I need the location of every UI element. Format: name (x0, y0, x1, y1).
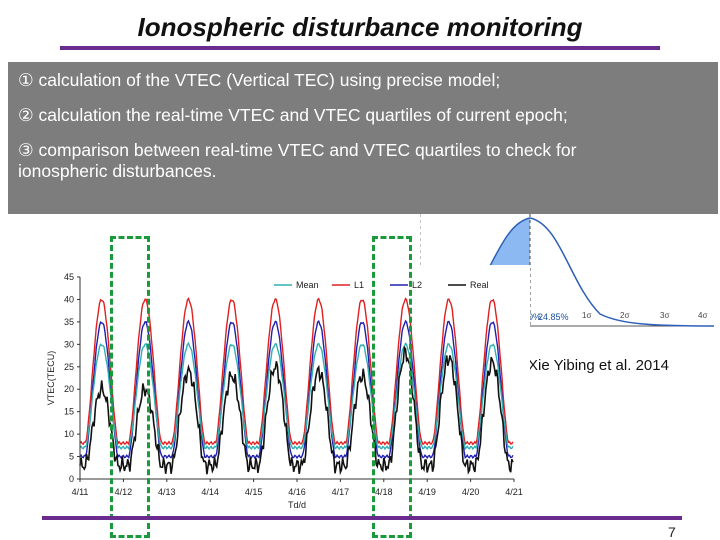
y-tick-label: 10 (64, 429, 74, 439)
y-tick-label: 45 (64, 272, 74, 282)
x-tick-label: 4/21 (505, 487, 523, 497)
vtec-chart: 0 5 10 15 20 25 30 35 40 45 4/11 4/12 4/13 4/14 4/15 4/… (44, 265, 530, 513)
sigma-label-2: 2σ (620, 311, 629, 320)
x-axis-label: Td/d (288, 500, 306, 510)
y-tick-label: 20 (64, 384, 74, 394)
series-line-l2 (79, 319, 514, 460)
x-tick-label: 4/14 (201, 487, 219, 497)
sigma-label-1: 1σ (582, 311, 591, 320)
y-tick-label: 5 (69, 452, 74, 462)
steps-callout: ① calculation of the VTEC (Vertical TEC)… (8, 62, 718, 214)
legend-label-mean: Mean (296, 280, 319, 290)
step-1-text: ① calculation of the VTEC (Vertical TEC)… (18, 70, 501, 90)
y-tick-label: 25 (64, 362, 74, 372)
x-tick-label: 4/19 (418, 487, 436, 497)
figure-credit: Xie Yibing et al. 2014 (528, 357, 669, 374)
x-tick-label: 4/20 (462, 487, 480, 497)
sigma-label-4: 4σ (698, 311, 707, 320)
x-tick-label: 4/11 (72, 487, 89, 497)
series-line-mean (79, 341, 514, 451)
series-line-real (79, 345, 514, 476)
y-tick-label: 15 (64, 407, 74, 417)
normal-percent-1: 24.85% (538, 312, 569, 322)
x-tick-label: 4/18 (375, 487, 393, 497)
x-tick-label: 4/15 (245, 487, 263, 497)
x-tick-label: 4/12 (115, 487, 133, 497)
x-tick-label: 4/16 (288, 487, 306, 497)
slide-title: Ionospheric disturbance monitoring (137, 12, 583, 42)
y-tick-label: 30 (64, 339, 74, 349)
y-axis-label: VTEC(TECU) (46, 351, 56, 406)
highlight-box-left (110, 236, 150, 538)
legend-label-l2: L2 (412, 280, 422, 290)
legend-label-l1: L1 (354, 280, 364, 290)
title-rule (60, 46, 660, 50)
x-tick-label: 4/13 (158, 487, 176, 497)
x-tick-label: 4/17 (332, 487, 350, 497)
bottom-rule (42, 516, 682, 520)
legend-label-real: Real (470, 280, 489, 290)
step-3-text: ③ comparison between real-time VTEC and … (18, 140, 577, 160)
y-tick-label: 35 (64, 317, 74, 327)
highlight-box-right (372, 236, 412, 538)
normal-percent-0: 0% (528, 312, 541, 322)
step-2-text: ② calculation the real-time VTEC and VTE… (18, 105, 568, 125)
series-line-l1 (79, 296, 514, 446)
y-tick-label: 40 (64, 294, 74, 304)
normal-curve (459, 217, 714, 327)
sigma-label-3: 3σ (660, 311, 669, 320)
step-3-text-continued: ionospheric disturbances. (18, 161, 217, 181)
y-tick-label: 0 (69, 474, 74, 484)
page-number: 7 (668, 524, 676, 540)
